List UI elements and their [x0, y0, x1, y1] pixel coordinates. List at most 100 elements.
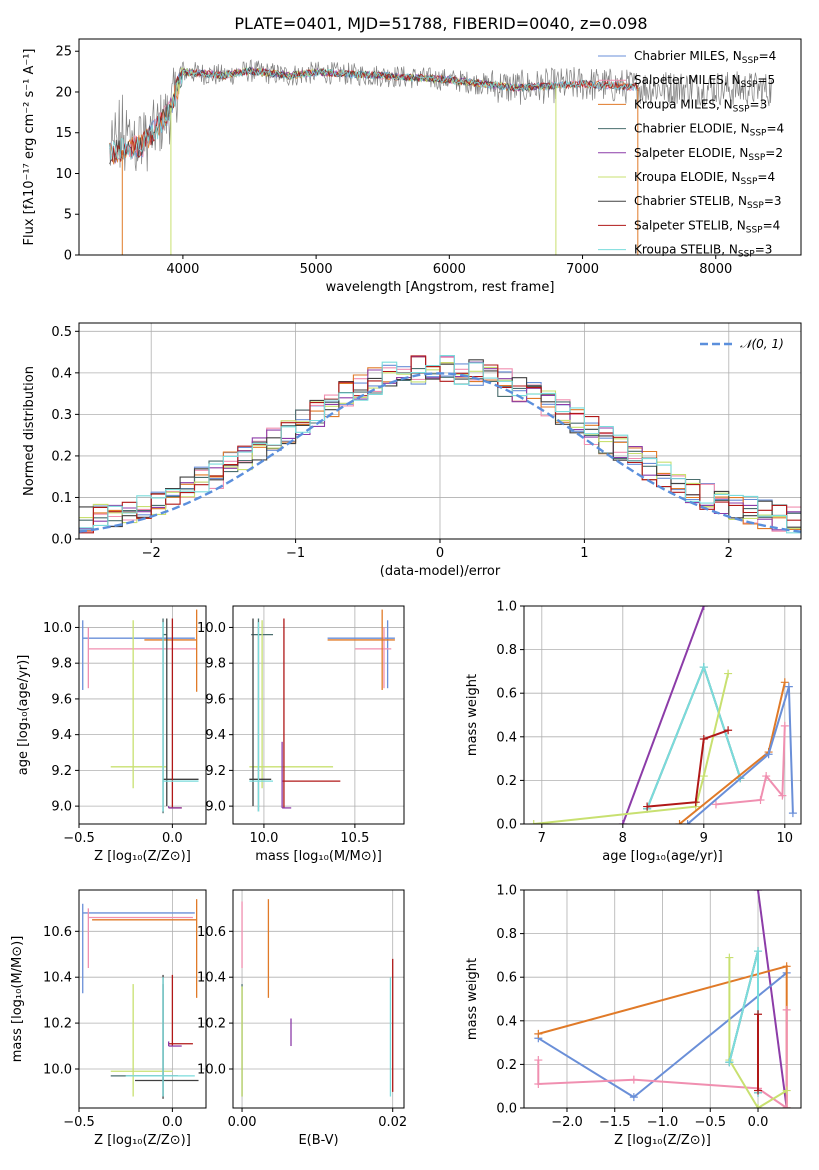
- mass-vs-metallicity-panel: −0.5 0.0 10.0 10.2 10.4 10.6 Z [log₁₀(Z/Z⊙)] ma…: [10, 889, 207, 1148]
- x-tick-label: 4000: [166, 262, 199, 277]
- y-axis: 9.0 9.2 9.4 9.6 9.8 10.0: [197, 621, 233, 815]
- weight-marker: [534, 1029, 543, 1038]
- errorbar-point: [167, 806, 182, 809]
- x-tick-label: 10.0: [249, 831, 278, 846]
- axes-frame: [78, 605, 207, 825]
- legend-entry: Kroupa STELIB, NSSP=3: [634, 243, 772, 260]
- x-tick-label: 0.00: [228, 1115, 257, 1130]
- weight-line: [728, 957, 788, 1108]
- plot-area: [249, 609, 395, 812]
- axes-frame: [523, 605, 802, 825]
- y-tick-label: 9.4: [51, 728, 72, 743]
- x-tick-label: 10.5: [340, 831, 369, 846]
- observed-spectrum-line: [109, 59, 772, 172]
- y-tick-label: 10.6: [43, 925, 72, 940]
- legend-entry: Chabrier STELIB, NSSP=3: [634, 194, 782, 211]
- y-tick-label: 0.6: [496, 687, 517, 702]
- y-tick-label: 20: [55, 85, 72, 100]
- spectrum-panel: 4000 5000 6000 7000 8000 0 5 10 15 20 25 wavelength…: [22, 38, 802, 295]
- errorbar-point: [92, 899, 198, 998]
- errorbar-point: [168, 974, 193, 1047]
- errorbar-point: [327, 620, 395, 689]
- legend-entry: 𝒩(0, 1): [740, 337, 784, 351]
- weight-marker: [725, 953, 734, 962]
- errorbar-point: [135, 974, 199, 1099]
- errorbar-point: [282, 618, 341, 808]
- weight-series: [754, 890, 791, 1108]
- plot-area: [109, 59, 772, 255]
- weight-series: [643, 726, 733, 811]
- histogram-step-line: [79, 355, 801, 534]
- weight-marker: [782, 962, 791, 971]
- x-axis-label: age [log₁₀(age/yr)]: [602, 849, 723, 864]
- weight-marker: [782, 1086, 791, 1095]
- y-axis: 10.0 10.2 10.4 10.6: [197, 925, 233, 1077]
- weight-line: [728, 950, 759, 1093]
- weight-marker: [699, 606, 708, 610]
- y-tick-label: 9.2: [205, 764, 226, 779]
- x-axis-label: mass [log₁₀(M/M⊙)]: [255, 849, 382, 864]
- x-axis: 10.0 10.5: [249, 824, 369, 846]
- errorbar-point: [125, 977, 195, 1097]
- errorbar-point: [249, 622, 274, 812]
- y-tick-label: 9.2: [51, 764, 72, 779]
- plot-area: [79, 354, 801, 534]
- errorbar-point: [82, 620, 195, 690]
- weight-series: [725, 947, 763, 1097]
- x-axis-label: Z [log₁₀(Z/Z⊙)]: [614, 1133, 711, 1148]
- y-tick-label: 0.4: [496, 730, 517, 745]
- x-axis: 0.00 0.02: [228, 1108, 407, 1130]
- y-tick-label: 0.8: [496, 643, 517, 658]
- y-tick-label: 10.6: [197, 925, 226, 940]
- weight-marker: [711, 800, 720, 809]
- y-tick-label: 0.0: [51, 533, 72, 548]
- x-tick-label: 2: [725, 546, 733, 561]
- weight-marker: [725, 1058, 734, 1067]
- errorbar-point: [162, 622, 199, 812]
- x-tick-label: −1: [286, 546, 305, 561]
- y-tick-label: 1.0: [496, 884, 517, 899]
- plot-area: [82, 899, 199, 1099]
- axes-frame: [523, 889, 802, 1109]
- x-tick-label: −2: [142, 546, 161, 561]
- x-axis: −0.5 0.0: [63, 1108, 183, 1130]
- errorbar-point: [281, 741, 292, 809]
- errorbar-point: [87, 627, 197, 689]
- y-axis-label: mass weight: [465, 674, 480, 756]
- weight-marker: [784, 682, 793, 691]
- y-tick-label: 0.3: [51, 408, 72, 423]
- x-tick-label: 8: [619, 831, 627, 846]
- x-axis: −0.5 0.0: [63, 824, 183, 846]
- errorbar-point: [327, 609, 395, 690]
- plot-area: [241, 899, 394, 1097]
- x-tick-label: 9: [700, 831, 708, 846]
- errorbar-point: [144, 609, 198, 692]
- y-tick-label: 5: [64, 208, 72, 223]
- x-tick-label: −0.5: [63, 1115, 95, 1130]
- weight-marker: [764, 750, 773, 759]
- y-tick-label: 0.4: [51, 366, 72, 381]
- weight-marker: [724, 669, 733, 678]
- plot-area: [529, 606, 797, 824]
- y-tick-label: 10.0: [197, 621, 226, 636]
- normal-distribution-curve: [79, 372, 801, 533]
- weight-marker: [756, 796, 765, 805]
- weight-marker: [754, 1086, 763, 1095]
- weight-line: [686, 686, 794, 824]
- weight-marker: [534, 1080, 543, 1089]
- errorbar-point: [110, 984, 178, 1097]
- errorbar-point: [163, 618, 199, 807]
- y-tick-label: 10.0: [43, 1062, 72, 1077]
- x-tick-label: 0.02: [378, 1115, 407, 1130]
- y-tick-label: 0.5: [51, 325, 72, 340]
- x-axis-label: Z [log₁₀(Z/Z⊙)]: [94, 849, 191, 864]
- y-tick-label: 9.8: [205, 657, 226, 672]
- x-axis: 7 8 9 10: [538, 824, 793, 846]
- legend-entry: Chabrier ELODIE, NSSP=4: [634, 122, 784, 139]
- x-axis: 4000 5000 6000 7000 8000: [166, 255, 732, 277]
- weight-marker: [699, 734, 708, 743]
- x-axis-label: wavelength [Angstrom, rest frame]: [326, 280, 555, 295]
- mass-vs-extinction-panel: 0.00 0.02 10.0 10.2 10.4 10.6 E(B-V): [197, 889, 407, 1148]
- y-tick-label: 0.6: [496, 971, 517, 986]
- weight-marker: [754, 890, 763, 894]
